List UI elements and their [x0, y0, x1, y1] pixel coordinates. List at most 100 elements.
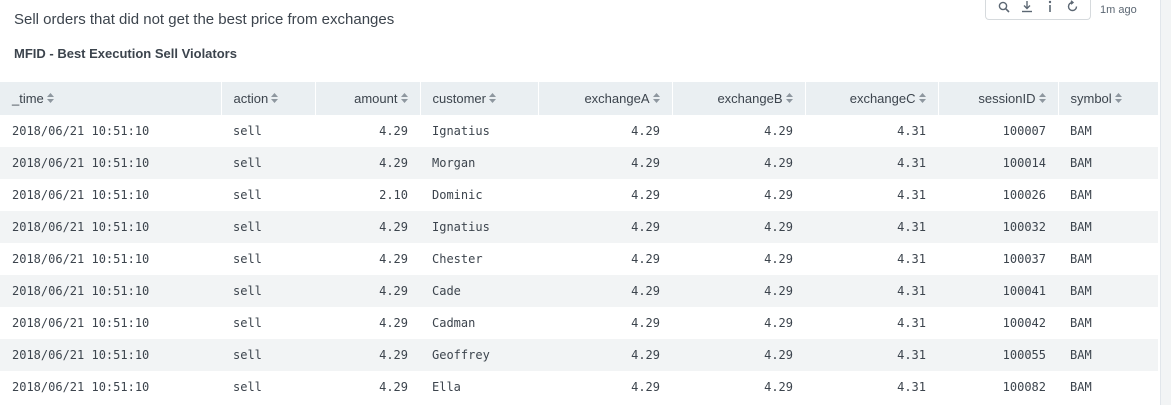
cell-sessionid[interactable]: 100042 — [1002, 316, 1046, 330]
cell-exchangea[interactable]: 4.29 — [538, 339, 672, 371]
cell-action[interactable]: sell — [233, 124, 262, 138]
cell-exchangeb[interactable]: 4.29 — [672, 147, 805, 179]
sort-icon[interactable] — [1038, 93, 1046, 106]
cell-time[interactable]: 2018/06/21 10:51:10 — [12, 252, 150, 266]
cell-exchangea[interactable]: 4.29 — [631, 380, 660, 394]
column-header-exchangea[interactable]: exchangeA — [538, 82, 673, 115]
cell-customer[interactable]: Ignatius — [432, 124, 490, 138]
cell-exchangea[interactable]: 4.29 — [538, 211, 672, 243]
cell-exchangea[interactable]: 4.29 — [538, 275, 672, 307]
cell-symbol[interactable]: BAM — [1070, 124, 1092, 138]
cell-customer[interactable]: Cade — [420, 275, 538, 307]
column-header-amount[interactable]: amount — [315, 82, 421, 115]
cell-amount[interactable]: 4.29 — [379, 252, 408, 266]
cell-sessionid[interactable]: 100032 — [938, 211, 1058, 243]
cell-customer[interactable]: Ignatius — [420, 211, 538, 243]
cell-action[interactable]: sell — [221, 339, 315, 371]
column-header-action[interactable]: action — [221, 82, 316, 115]
cell-symbol[interactable]: BAM — [1058, 339, 1158, 371]
sort-icon[interactable] — [785, 93, 793, 106]
table-row[interactable]: 2018/06/21 10:51:10 sell 4.29 Cadman 4.29 4.2… — [0, 307, 1158, 339]
cell-sessionid[interactable]: 100055 — [938, 339, 1058, 371]
cell-customer[interactable]: Chester — [432, 252, 483, 266]
column-header-time[interactable]: _time — [0, 82, 222, 115]
cell-exchangea[interactable]: 4.29 — [631, 124, 660, 138]
cell-sessionid[interactable]: 100082 — [1002, 380, 1046, 394]
cell-exchangec[interactable]: 4.31 — [805, 147, 938, 179]
cell-exchangeb[interactable]: 4.29 — [764, 316, 793, 330]
cell-exchangec[interactable]: 4.31 — [897, 380, 926, 394]
cell-exchangeb[interactable]: 4.29 — [672, 339, 805, 371]
sort-icon[interactable] — [400, 93, 408, 106]
cell-amount[interactable]: 4.29 — [379, 316, 408, 330]
cell-symbol[interactable]: BAM — [1070, 380, 1092, 394]
cell-action[interactable]: sell — [221, 211, 315, 243]
info-icon[interactable] — [1043, 0, 1057, 14]
cell-action[interactable]: sell — [233, 188, 262, 202]
cell-time[interactable]: 2018/06/21 10:51:10 — [12, 316, 150, 330]
cell-exchangea[interactable]: 4.29 — [538, 147, 672, 179]
table-row[interactable]: 2018/06/21 10:51:10 sell 4.29 Geoffrey 4.29 4… — [0, 339, 1158, 371]
cell-exchangec[interactable]: 4.31 — [897, 252, 926, 266]
table-row[interactable]: 2018/06/21 10:51:10 sell 2.10 Dominic 4.29 4.… — [0, 179, 1158, 211]
cell-symbol[interactable]: BAM — [1070, 252, 1092, 266]
column-header-symbol[interactable]: symbol — [1058, 82, 1159, 115]
sort-icon[interactable] — [46, 93, 54, 106]
cell-symbol[interactable]: BAM — [1070, 316, 1092, 330]
column-header-sessionid[interactable]: sessionID — [938, 82, 1059, 115]
cell-exchangeb[interactable]: 4.29 — [764, 252, 793, 266]
cell-symbol[interactable]: BAM — [1058, 275, 1158, 307]
cell-sessionid[interactable]: 100041 — [938, 275, 1058, 307]
cell-time[interactable]: 2018/06/21 10:51:10 — [12, 380, 150, 394]
sort-icon[interactable] — [488, 93, 496, 106]
cell-exchangea[interactable]: 4.29 — [631, 252, 660, 266]
cell-exchangec[interactable]: 4.31 — [805, 211, 938, 243]
cell-exchangeb[interactable]: 4.29 — [764, 124, 793, 138]
cell-exchangeb[interactable]: 4.29 — [672, 211, 805, 243]
cell-amount[interactable]: 4.29 — [315, 211, 420, 243]
cell-customer[interactable]: Geoffrey — [420, 339, 538, 371]
cell-customer[interactable]: Morgan — [420, 147, 538, 179]
table-row[interactable]: 2018/06/21 10:51:10 sell 4.29 Cade 4.29 4.29 4… — [0, 275, 1158, 307]
cell-exchangeb[interactable]: 4.29 — [764, 188, 793, 202]
sort-icon[interactable] — [1114, 93, 1122, 106]
cell-action[interactable]: sell — [221, 147, 315, 179]
sort-icon[interactable] — [652, 93, 660, 106]
cell-exchangec[interactable]: 4.31 — [897, 124, 926, 138]
cell-exchangea[interactable]: 4.29 — [631, 316, 660, 330]
vertical-scrollbar[interactable] — [1160, 0, 1171, 405]
cell-exchangec[interactable]: 4.31 — [897, 188, 926, 202]
cell-exchangea[interactable]: 4.29 — [631, 188, 660, 202]
cell-symbol[interactable]: BAM — [1058, 211, 1158, 243]
cell-amount[interactable]: 4.29 — [379, 124, 408, 138]
cell-action[interactable]: sell — [233, 252, 262, 266]
cell-exchangec[interactable]: 4.31 — [805, 275, 938, 307]
table-row[interactable]: 2018/06/21 10:51:10 sell 4.29 Ignatius 4.29 4… — [0, 211, 1158, 243]
refresh-icon[interactable] — [1066, 0, 1080, 14]
cell-action[interactable]: sell — [233, 316, 262, 330]
cell-amount[interactable]: 4.29 — [379, 380, 408, 394]
cell-sessionid[interactable]: 100014 — [938, 147, 1058, 179]
cell-action[interactable]: sell — [233, 380, 262, 394]
export-icon[interactable] — [1020, 0, 1034, 14]
sort-icon[interactable] — [918, 93, 926, 106]
cell-symbol[interactable]: BAM — [1058, 147, 1158, 179]
cell-time[interactable]: 2018/06/21 10:51:10 — [0, 211, 221, 243]
cell-exchangeb[interactable]: 4.29 — [672, 275, 805, 307]
cell-amount[interactable]: 4.29 — [315, 147, 420, 179]
cell-sessionid[interactable]: 100026 — [1002, 188, 1046, 202]
cell-exchangeb[interactable]: 4.29 — [764, 380, 793, 394]
table-row[interactable]: 2018/06/21 10:51:10 sell 4.29 Ella 4.29 4.29 4… — [0, 371, 1158, 403]
cell-time[interactable]: 2018/06/21 10:51:10 — [0, 147, 221, 179]
cell-exchangec[interactable]: 4.31 — [897, 316, 926, 330]
cell-action[interactable]: sell — [221, 275, 315, 307]
cell-customer[interactable]: Ella — [432, 380, 461, 394]
cell-time[interactable]: 2018/06/21 10:51:10 — [0, 339, 221, 371]
column-header-exchangeb[interactable]: exchangeB — [672, 82, 806, 115]
cell-sessionid[interactable]: 100007 — [1002, 124, 1046, 138]
cell-time[interactable]: 2018/06/21 10:51:10 — [12, 188, 150, 202]
cell-customer[interactable]: Dominic — [432, 188, 483, 202]
cell-amount[interactable]: 4.29 — [315, 339, 420, 371]
cell-sessionid[interactable]: 100037 — [1002, 252, 1046, 266]
search-icon[interactable] — [997, 0, 1011, 14]
